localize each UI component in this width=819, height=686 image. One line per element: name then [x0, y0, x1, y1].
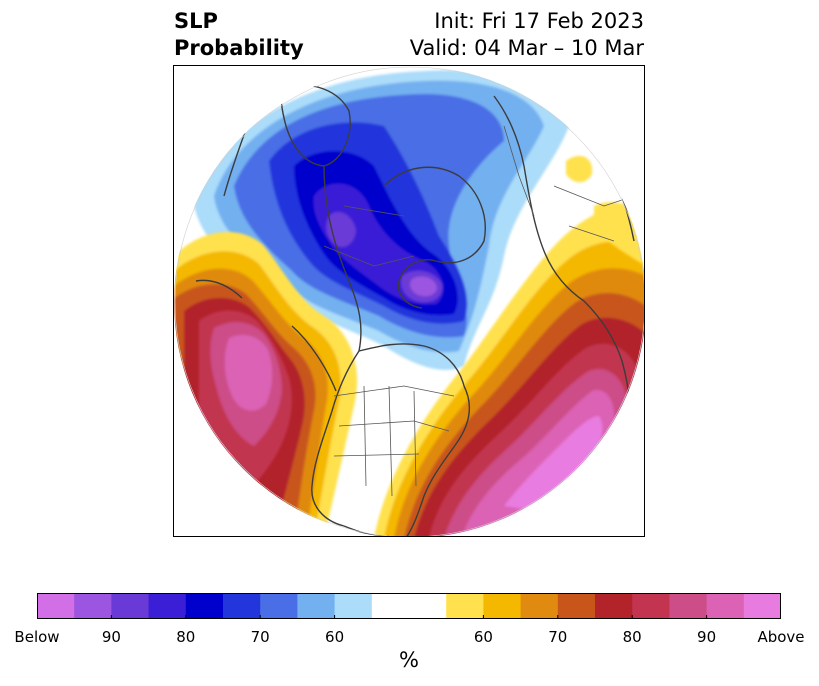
map-svg — [174, 66, 644, 536]
colorbar-segment — [632, 593, 670, 619]
colorbar-tick-label: 60 — [325, 628, 345, 646]
product-label: Probability — [174, 36, 304, 60]
coastlines — [195, 84, 635, 536]
init-label: Init: Fri 17 Feb 2023 — [434, 9, 644, 33]
colorbar-tick-label: 80 — [622, 628, 642, 646]
colorbar-tick-label: 80 — [176, 628, 196, 646]
colorbar-segment — [185, 593, 224, 619]
colorbar-segment — [334, 593, 373, 619]
colorbar-segment — [74, 593, 112, 619]
colorbar-tick-label: Below — [14, 628, 60, 646]
above-normal-anomaly-atlantic — [374, 205, 644, 536]
colorbar-segment — [148, 593, 187, 619]
variable-label: SLP — [174, 9, 218, 33]
colorbar-border — [37, 593, 781, 619]
valid-label: Valid: 04 Mar – 10 Mar — [409, 36, 644, 60]
colorbar-segment — [446, 593, 484, 619]
colorbar-tick-label: Above — [757, 628, 805, 646]
political-borders — [323, 125, 635, 497]
colorbar-segment — [743, 593, 781, 619]
colorbar-tick-label: 70 — [250, 628, 270, 646]
colorbar-segment — [409, 593, 447, 619]
above-normal-anomaly-pacific — [174, 232, 358, 536]
colorbar-tick-label: 90 — [101, 628, 121, 646]
colorbar-segment — [669, 593, 708, 619]
globe-edge — [174, 66, 644, 536]
colorbar-segment — [111, 593, 150, 619]
colorbar-segment — [557, 593, 596, 619]
colorbar-segment — [37, 593, 75, 619]
colorbar-tick-label: 60 — [473, 628, 493, 646]
colorbar-svg — [37, 593, 781, 619]
plot-title-left: SLP Probability — [174, 8, 304, 62]
colorbar-segment — [371, 593, 410, 619]
probability-map — [173, 65, 645, 537]
colorbar-segment — [297, 593, 336, 619]
colorbar — [37, 593, 781, 619]
colorbar-segment — [595, 593, 633, 619]
colorbar-unit-label: % — [399, 648, 419, 672]
plot-title-right: Init: Fri 17 Feb 2023 Valid: 04 Mar – 10… — [410, 8, 644, 62]
colorbar-tick-label: 90 — [697, 628, 717, 646]
colorbar-segment — [483, 593, 522, 619]
colorbar-segment — [260, 593, 298, 619]
colorbar-segment — [223, 593, 261, 619]
globe — [174, 66, 644, 536]
colorbar-segment — [520, 593, 559, 619]
colorbar-segment — [706, 593, 745, 619]
colorbar-tick-label: 70 — [548, 628, 568, 646]
